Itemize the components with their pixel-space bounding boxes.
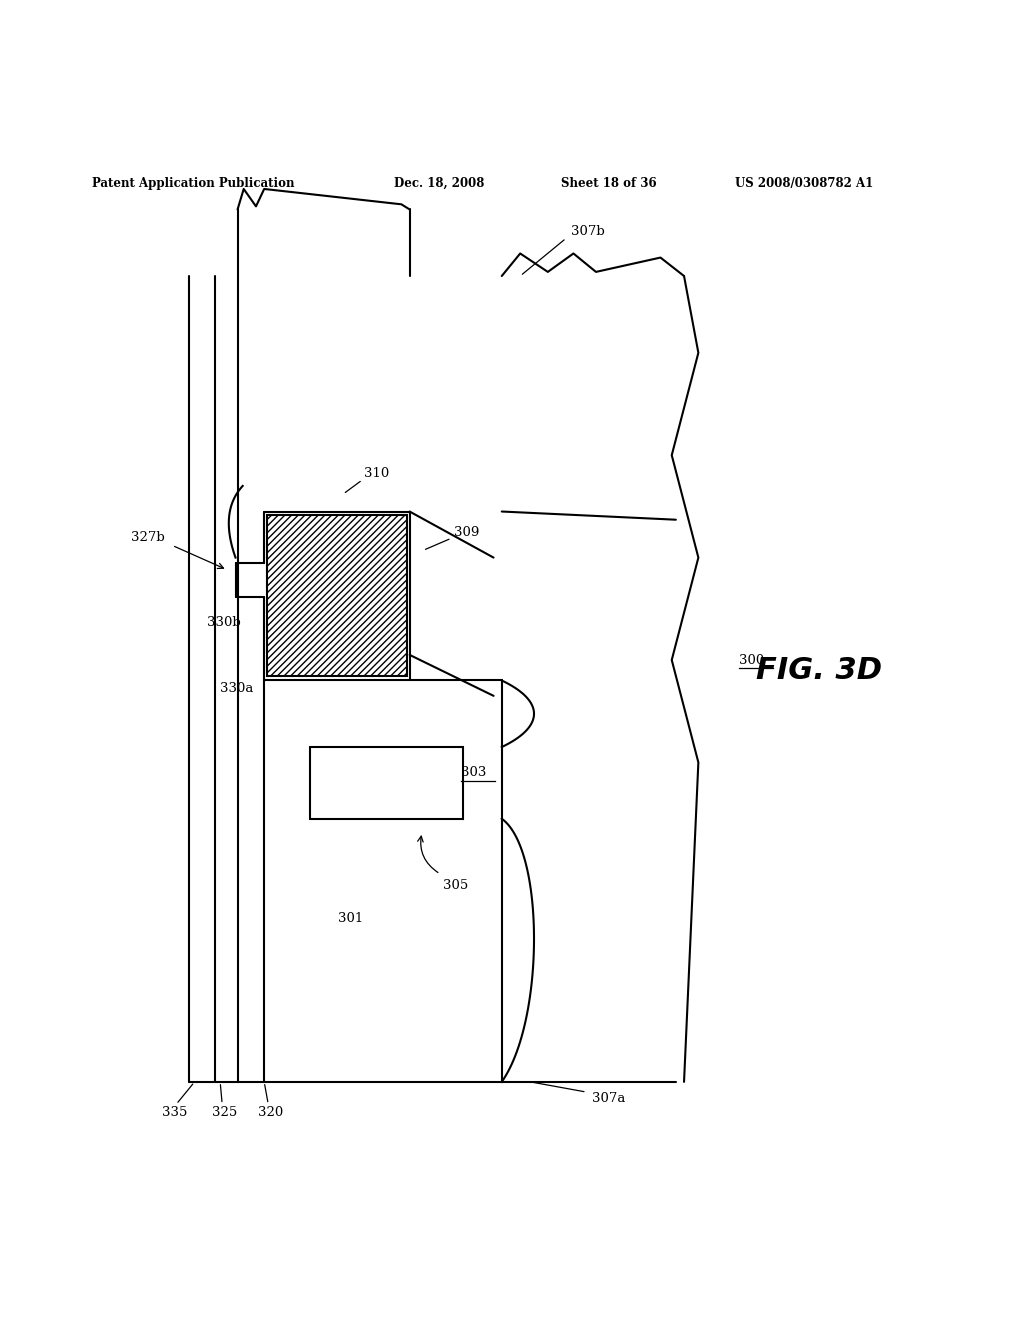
Text: 327b: 327b (131, 531, 165, 544)
Text: 300: 300 (739, 653, 765, 667)
Text: Patent Application Publication: Patent Application Publication (92, 177, 295, 190)
Text: 330a: 330a (220, 682, 254, 696)
Text: 325: 325 (212, 1106, 238, 1119)
Text: FIG. 3D: FIG. 3D (756, 656, 883, 685)
Text: Dec. 18, 2008: Dec. 18, 2008 (394, 177, 484, 190)
Text: 305: 305 (443, 879, 469, 892)
Text: 335: 335 (162, 1106, 187, 1119)
Text: 330b: 330b (207, 615, 241, 628)
Text: Sheet 18 of 36: Sheet 18 of 36 (561, 177, 656, 190)
Text: 320: 320 (258, 1106, 284, 1119)
Bar (310, 747, 463, 818)
Text: 307a: 307a (592, 1092, 626, 1105)
Text: 310: 310 (364, 467, 389, 480)
Text: US 2008/0308782 A1: US 2008/0308782 A1 (735, 177, 873, 190)
Text: 303: 303 (461, 766, 486, 779)
Text: 309: 309 (454, 525, 479, 539)
Text: 301: 301 (338, 912, 364, 924)
Text: 307b: 307b (571, 226, 605, 239)
Bar (267, 515, 407, 676)
